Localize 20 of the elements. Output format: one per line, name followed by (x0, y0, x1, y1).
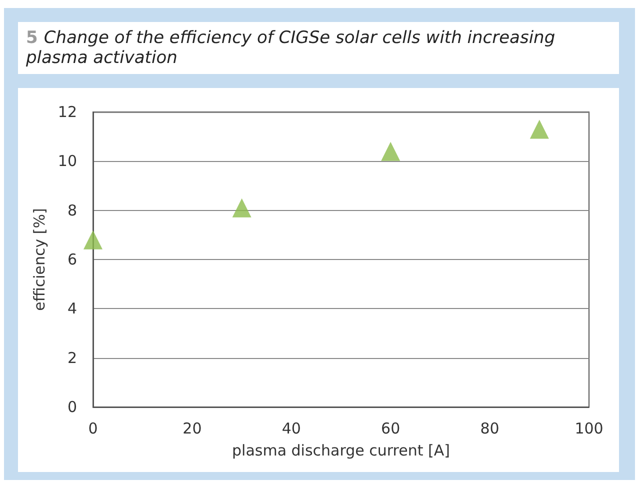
point (232, 198, 252, 218)
x-tick-label: 40 (282, 420, 301, 438)
y-tick-label: 8 (67, 201, 77, 220)
x-tick-label: 0 (88, 420, 98, 438)
y-tick-label: 4 (67, 300, 77, 318)
x-axis-title: plasma discharge current [A] (232, 442, 450, 460)
chart-title: 5 Change of the efficiency of CIGSe solar cells with increasing plasma activation (26, 28, 556, 68)
x-tick-label: 80 (480, 420, 500, 438)
x-tick-label: 60 (381, 420, 400, 438)
y-tick-label: 2 (67, 348, 77, 367)
point (530, 120, 549, 139)
x-tick-label: 100 (574, 420, 604, 438)
y-tick-label: 10 (58, 152, 77, 170)
point (84, 230, 102, 250)
y-tick-label: 12 (58, 103, 77, 121)
y-axis-title: efficiency [%] (30, 208, 49, 311)
y-tick-label: 0 (67, 398, 77, 416)
x-tick-label: 20 (182, 420, 202, 438)
point (381, 142, 400, 161)
y-tick-label: 6 (67, 250, 77, 268)
